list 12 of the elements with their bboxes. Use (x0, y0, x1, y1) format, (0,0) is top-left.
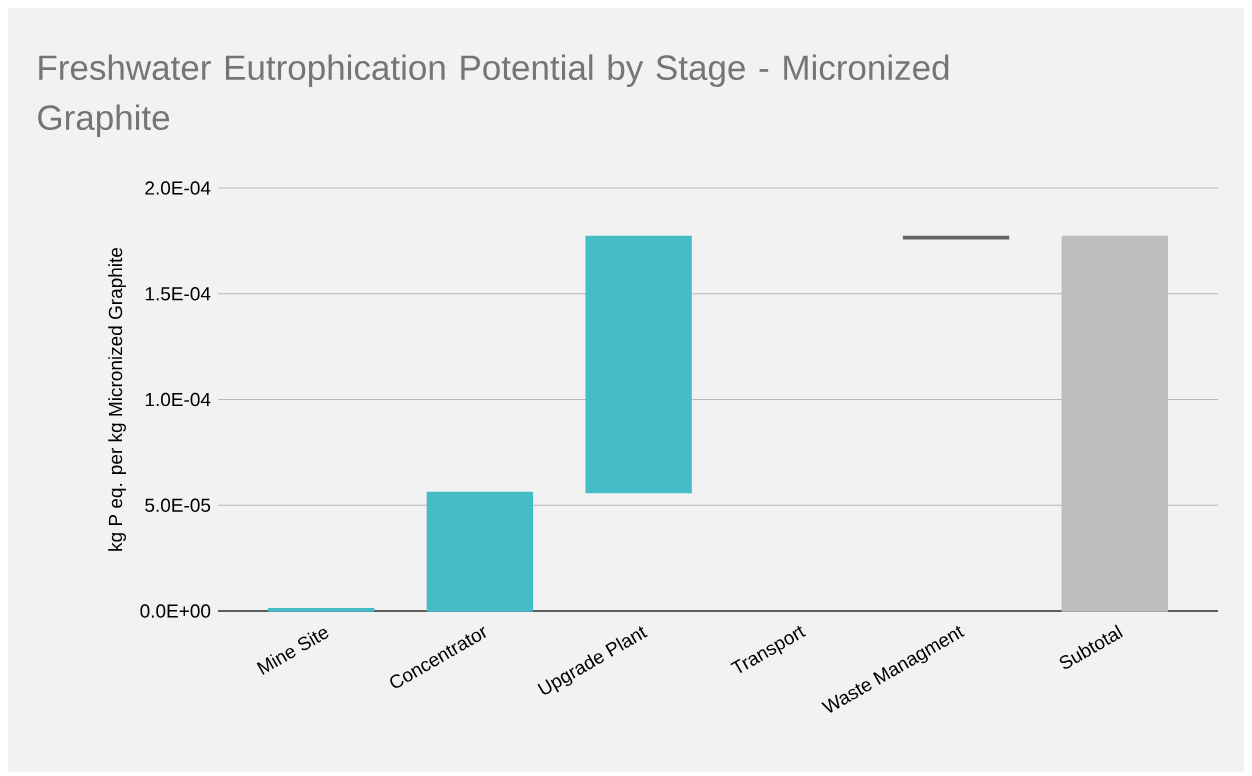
y-tick-label: 1.5E-04 (145, 287, 211, 301)
chart-title: Freshwater Eutrophication Potential by Stage - Micronized Graphite (38, 54, 949, 137)
y-tick-label: 1.0E-04 (145, 392, 211, 407)
y-tick-label: 5.0E-05 (145, 498, 211, 512)
bar (585, 235, 692, 494)
y-axis-title: kg P eq. per kg Micronized Graphite (108, 247, 126, 551)
bar (268, 608, 375, 612)
bar (426, 491, 534, 612)
bar (902, 235, 1010, 240)
y-tick-label: 2.0E-04 (145, 181, 211, 195)
y-tick-label: 0.0E+00 (140, 604, 211, 618)
x-tick-label: Mine Site (256, 628, 329, 675)
